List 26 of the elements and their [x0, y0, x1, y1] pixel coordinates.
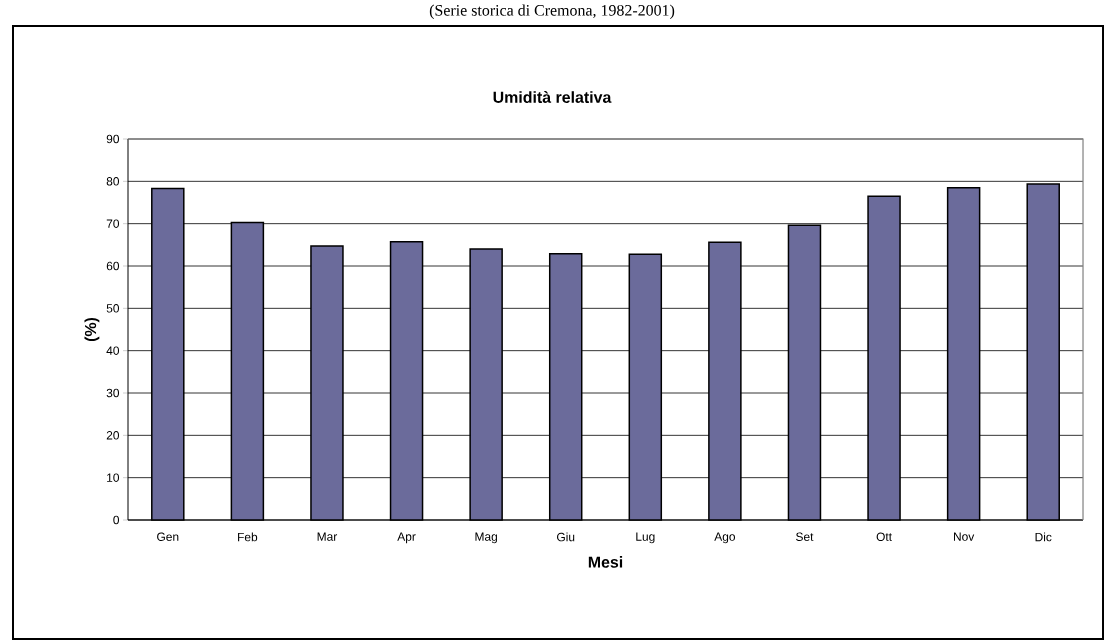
x-tick-label: Set: [796, 532, 814, 541]
y-tick-label: 30: [106, 388, 120, 398]
y-tick-label: 90: [106, 134, 120, 144]
y-tick-label: 40: [106, 346, 120, 355]
y-axis-title: (%): [84, 317, 100, 342]
x-axis-title: Mesi: [588, 556, 623, 568]
x-tick-label: Ago: [714, 532, 736, 544]
x-tick-label: Feb: [238, 532, 258, 542]
y-tick-label: 20: [106, 431, 120, 440]
y-tick-label: 10: [107, 473, 120, 482]
x-tick-label: Dic: [1035, 532, 1052, 542]
x-tick-label: Ott: [876, 532, 892, 541]
x-tick-label: Mar: [317, 532, 338, 541]
x-tick-label: Apr: [397, 532, 416, 544]
chart-title: Umidità relativa: [493, 91, 612, 103]
chart-subtitle: (Serie storica di Cremona, 1982-2001): [429, 4, 675, 19]
y-tick-label: 60: [106, 261, 120, 271]
y-tick-label: 0: [113, 515, 120, 525]
x-tick-label: Gen: [157, 532, 179, 541]
x-tick-label: Giu: [557, 532, 575, 542]
x-tick-label: Mag: [475, 532, 497, 544]
y-tick-label: 70: [106, 219, 120, 228]
y-tick-label: 50: [106, 304, 120, 313]
x-tick-label: Nov: [953, 532, 975, 541]
x-tick-label: Lug: [636, 532, 655, 544]
y-tick-label: 80: [106, 177, 120, 186]
